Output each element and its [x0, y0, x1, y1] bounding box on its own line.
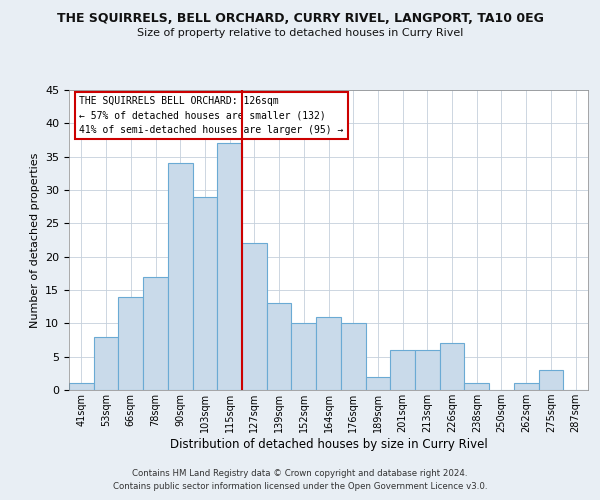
Text: THE SQUIRRELS BELL ORCHARD: 126sqm
← 57% of detached houses are smaller (132)
41: THE SQUIRRELS BELL ORCHARD: 126sqm ← 57%…: [79, 96, 344, 135]
Bar: [514, 384, 539, 390]
Bar: [217, 144, 242, 390]
Bar: [464, 384, 489, 390]
Bar: [341, 324, 365, 390]
Bar: [143, 276, 168, 390]
Bar: [316, 316, 341, 390]
Bar: [390, 350, 415, 390]
Y-axis label: Number of detached properties: Number of detached properties: [29, 152, 40, 328]
Text: Size of property relative to detached houses in Curry Rivel: Size of property relative to detached ho…: [137, 28, 463, 38]
Bar: [292, 324, 316, 390]
Text: Contains HM Land Registry data © Crown copyright and database right 2024.: Contains HM Land Registry data © Crown c…: [132, 468, 468, 477]
Text: THE SQUIRRELS, BELL ORCHARD, CURRY RIVEL, LANGPORT, TA10 0EG: THE SQUIRRELS, BELL ORCHARD, CURRY RIVEL…: [56, 12, 544, 26]
Bar: [440, 344, 464, 390]
Text: Contains public sector information licensed under the Open Government Licence v3: Contains public sector information licen…: [113, 482, 487, 491]
Bar: [539, 370, 563, 390]
Bar: [365, 376, 390, 390]
Bar: [267, 304, 292, 390]
Bar: [94, 336, 118, 390]
X-axis label: Distribution of detached houses by size in Curry Rivel: Distribution of detached houses by size …: [170, 438, 487, 451]
Bar: [242, 244, 267, 390]
Bar: [118, 296, 143, 390]
Bar: [193, 196, 217, 390]
Bar: [168, 164, 193, 390]
Bar: [415, 350, 440, 390]
Bar: [69, 384, 94, 390]
